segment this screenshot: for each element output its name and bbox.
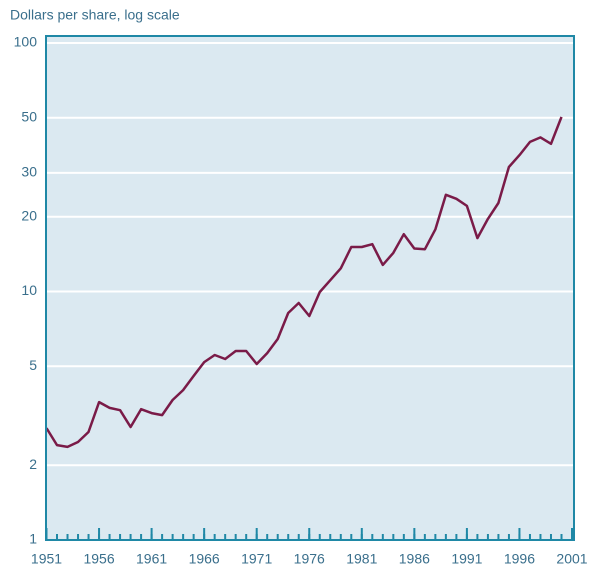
x-tick-label: 1986 xyxy=(399,551,430,567)
x-tick-label: 1951 xyxy=(31,551,62,567)
plot-background xyxy=(46,36,574,540)
x-tick-label: 2001 xyxy=(556,551,587,567)
y-tick-label: 50 xyxy=(21,109,37,125)
y-axis-title: Dollars per share, log scale xyxy=(10,7,180,23)
y-tick-label: 10 xyxy=(21,282,37,298)
x-tick-label: 1961 xyxy=(136,551,167,567)
x-tick-label: 1966 xyxy=(189,551,220,567)
y-tick-label: 30 xyxy=(21,164,37,180)
x-tick-label: 1956 xyxy=(83,551,114,567)
data-line xyxy=(45,116,563,449)
y-tick-label: 5 xyxy=(29,357,37,373)
y-tick-label: 20 xyxy=(21,207,37,223)
x-tick-label: 1981 xyxy=(346,551,377,567)
x-tick-label: 1976 xyxy=(294,551,325,567)
y-tick-label: 2 xyxy=(29,456,37,472)
x-tick-label: 1991 xyxy=(451,551,482,567)
x-tick-label: 1996 xyxy=(504,551,535,567)
x-tick-label: 1971 xyxy=(241,551,272,567)
y-tick-label: 100 xyxy=(14,34,38,50)
y-tick-label: 1 xyxy=(29,531,37,547)
